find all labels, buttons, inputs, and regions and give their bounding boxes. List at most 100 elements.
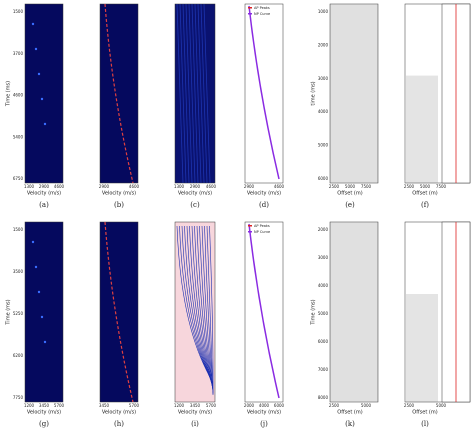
x-tick-label: 5700 — [206, 403, 217, 408]
moveout-curve — [206, 225, 214, 395]
x-tick-label: 2900 — [190, 184, 201, 189]
x-tick-label: 4600 — [274, 184, 285, 189]
x-axis-label: Velocity (m/s) — [178, 410, 212, 416]
x-tick-label: 5700 — [54, 403, 65, 408]
x-tick-label: 2500 — [329, 184, 340, 189]
moveout-curve — [191, 225, 214, 389]
x-tick-label: 2500 — [404, 184, 415, 189]
y-tick-label: 1000 — [318, 9, 329, 14]
x-tick-label: 5700 — [129, 403, 140, 408]
panel: 1200 3450 5700 Velocity (m/s) (i) — [174, 221, 217, 428]
x-tick-label: 7500 — [361, 184, 372, 189]
x-tick-label: 5000 — [436, 403, 447, 408]
y-tick-label: 4600 — [13, 93, 24, 98]
semblance-band — [191, 3, 199, 184]
panel-label: (l) — [421, 420, 429, 428]
panel-image — [244, 221, 284, 403]
panel-label: (j) — [260, 420, 268, 428]
x-axis-label: Velocity (m/s) — [27, 191, 61, 197]
semblance-band — [203, 3, 211, 184]
y-tick-label: 4000 — [318, 109, 329, 114]
y-tick-label: 3500 — [13, 269, 24, 274]
energy-spot — [40, 315, 44, 319]
panel: AP Peaks NP Curve 2900 4600 Velocity (m/s) (d… — [244, 3, 285, 209]
x-axis-label: Offset (m) — [412, 410, 437, 416]
panel-image — [329, 3, 379, 184]
legend-swatch — [248, 231, 252, 233]
x-tick-label: 2900 — [99, 184, 110, 189]
panel-image — [244, 3, 284, 184]
x-axis-label: Velocity (m/s) — [102, 410, 136, 416]
legend-text: AP Peaks — [254, 6, 270, 10]
energy-spot — [37, 72, 41, 76]
panel: 3450 5700 Velocity (m/s) (h) — [99, 221, 140, 428]
x-tick-label: 3450 — [39, 403, 50, 408]
energy-spot — [37, 290, 41, 294]
panel: 1300 2900 4600 Velocity (m/s) (c) — [174, 3, 217, 209]
panel: 1500 3700 4600 5400 6750 Time (ms) 1300 2900 460… — [6, 3, 65, 209]
panel-label: (b) — [114, 201, 124, 209]
panel: 1000 2000 3000 4000 5000 6000 time (ms) 2500 500… — [311, 3, 379, 209]
y-tick-label: 4000 — [318, 283, 329, 288]
panel-label: (f) — [421, 201, 429, 209]
y-tick-label: 7750 — [13, 395, 24, 400]
y-tick-label: 1500 — [13, 227, 24, 232]
moveout-curve — [194, 225, 214, 390]
ridge-line — [104, 3, 134, 184]
moveout-curve — [196, 225, 214, 391]
moveout-curve — [209, 225, 214, 396]
x-tick-label: 2500 — [404, 403, 415, 408]
panel: AP Peaks NP Curve 2000 4000 6000 Velocity (m/… — [244, 221, 285, 428]
y-tick-label: 5250 — [13, 311, 24, 316]
semblance-band — [176, 3, 184, 184]
x-axis-label: Velocity (m/s) — [27, 410, 61, 416]
x-tick-label: 4600 — [129, 184, 140, 189]
energy-spot — [43, 340, 47, 344]
x-tick-label: 5000 — [345, 184, 356, 189]
semblance-band — [194, 3, 202, 184]
velocity-curve — [248, 223, 280, 399]
velocity-curve — [248, 5, 280, 180]
panel-image — [99, 3, 139, 184]
panel-label: (k) — [345, 420, 355, 428]
x-tick-label: 6000 — [274, 403, 285, 408]
legend-text: NP Curve — [254, 12, 270, 16]
semblance-band — [179, 3, 187, 184]
semblance-band — [185, 3, 193, 184]
x-tick-label: 1200 — [24, 403, 35, 408]
semblance-band — [182, 3, 190, 184]
x-tick-label: 3450 — [99, 403, 110, 408]
x-tick-label: 4000 — [259, 403, 270, 408]
x-axis-label: Offset (m) — [337, 410, 362, 416]
legend-swatch — [248, 225, 252, 227]
y-axis-label: Time (ms) — [6, 81, 12, 107]
y-tick-label: 1500 — [13, 9, 24, 14]
x-tick-label: 4600 — [206, 184, 217, 189]
x-tick-label: 2500 — [329, 403, 340, 408]
x-axis-label: Velocity (m/s) — [247, 410, 281, 416]
moveout-curve — [201, 225, 214, 393]
panel: 2000 3000 4000 5000 6000 7000 8000 Time (ms) 250… — [311, 221, 379, 428]
x-tick-label: 2900 — [244, 184, 255, 189]
semblance-band — [197, 3, 205, 184]
legend-swatch — [248, 7, 252, 9]
y-tick-label: 2000 — [318, 42, 329, 47]
x-tick-label: 4600 — [54, 184, 65, 189]
panel-label: (d) — [259, 201, 269, 209]
panel: 2900 4600 Velocity (m/s) (b) — [99, 3, 140, 209]
energy-spot — [34, 265, 38, 269]
semblance-band — [188, 3, 196, 184]
energy-spot — [31, 240, 35, 244]
panel-label: (h) — [114, 420, 124, 428]
x-axis-label: Offset (m) — [337, 191, 362, 197]
y-tick-label: 3000 — [318, 255, 329, 260]
y-tick-label: 5400 — [13, 134, 24, 139]
y-tick-label: 8000 — [318, 395, 329, 400]
y-tick-label: 7000 — [318, 367, 329, 372]
y-tick-label: 2000 — [318, 227, 329, 232]
y-tick-label: 6200 — [13, 353, 24, 358]
y-tick-label: 6750 — [13, 176, 24, 181]
moveout-curve — [189, 225, 214, 388]
x-tick-label: 1300 — [174, 184, 185, 189]
panel: 2500 5000 7500 Offset (m) (f) — [404, 3, 471, 209]
